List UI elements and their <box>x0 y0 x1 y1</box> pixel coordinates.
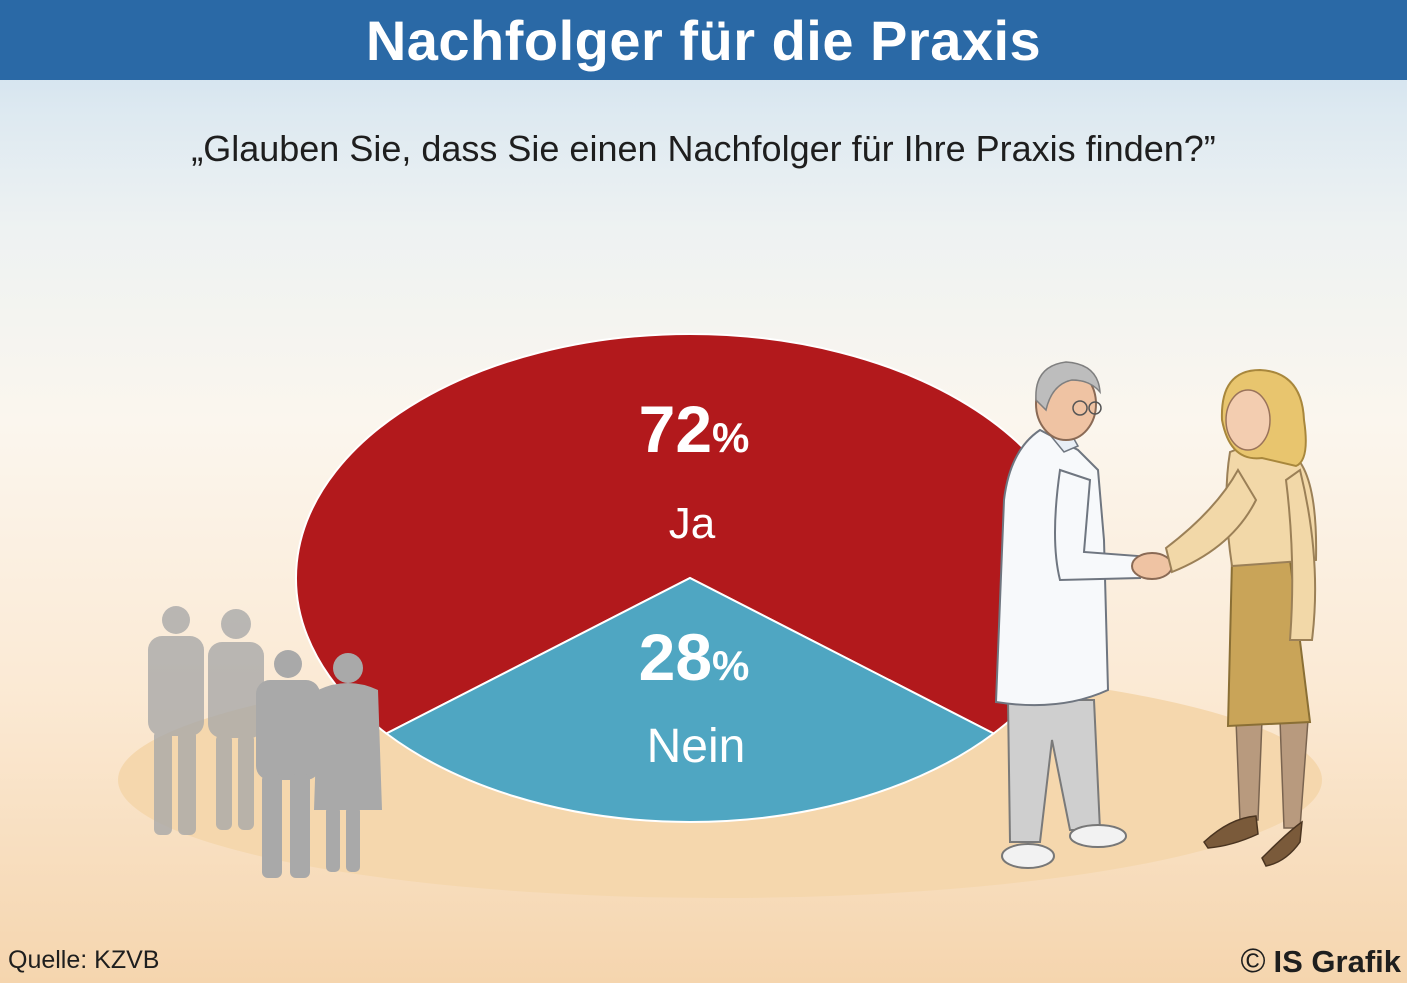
survey-question: „Glauben Sie, dass Sie einen Nachfolger … <box>191 128 1216 169</box>
people-silhouette-icon <box>148 606 382 878</box>
title-bar: Nachfolger für die Praxis <box>0 0 1407 80</box>
copyright-icon: © <box>1240 942 1266 980</box>
chart-title: Nachfolger für die Praxis <box>365 8 1042 72</box>
pie-value-label-nein: 28% <box>639 620 750 694</box>
pie-category-label-ja: Ja <box>669 499 716 548</box>
pie-slice-nein <box>384 576 996 823</box>
copyright-text: IS Grafik <box>1273 943 1402 979</box>
source-note: Quelle: KZVB <box>8 946 160 974</box>
pie-value-label-ja: 72% <box>639 392 750 466</box>
handshake-illustration-icon <box>994 361 1318 869</box>
pie-category-label-nein: Nein <box>647 720 746 773</box>
copyright-note: © IS Grafik <box>1240 942 1401 981</box>
